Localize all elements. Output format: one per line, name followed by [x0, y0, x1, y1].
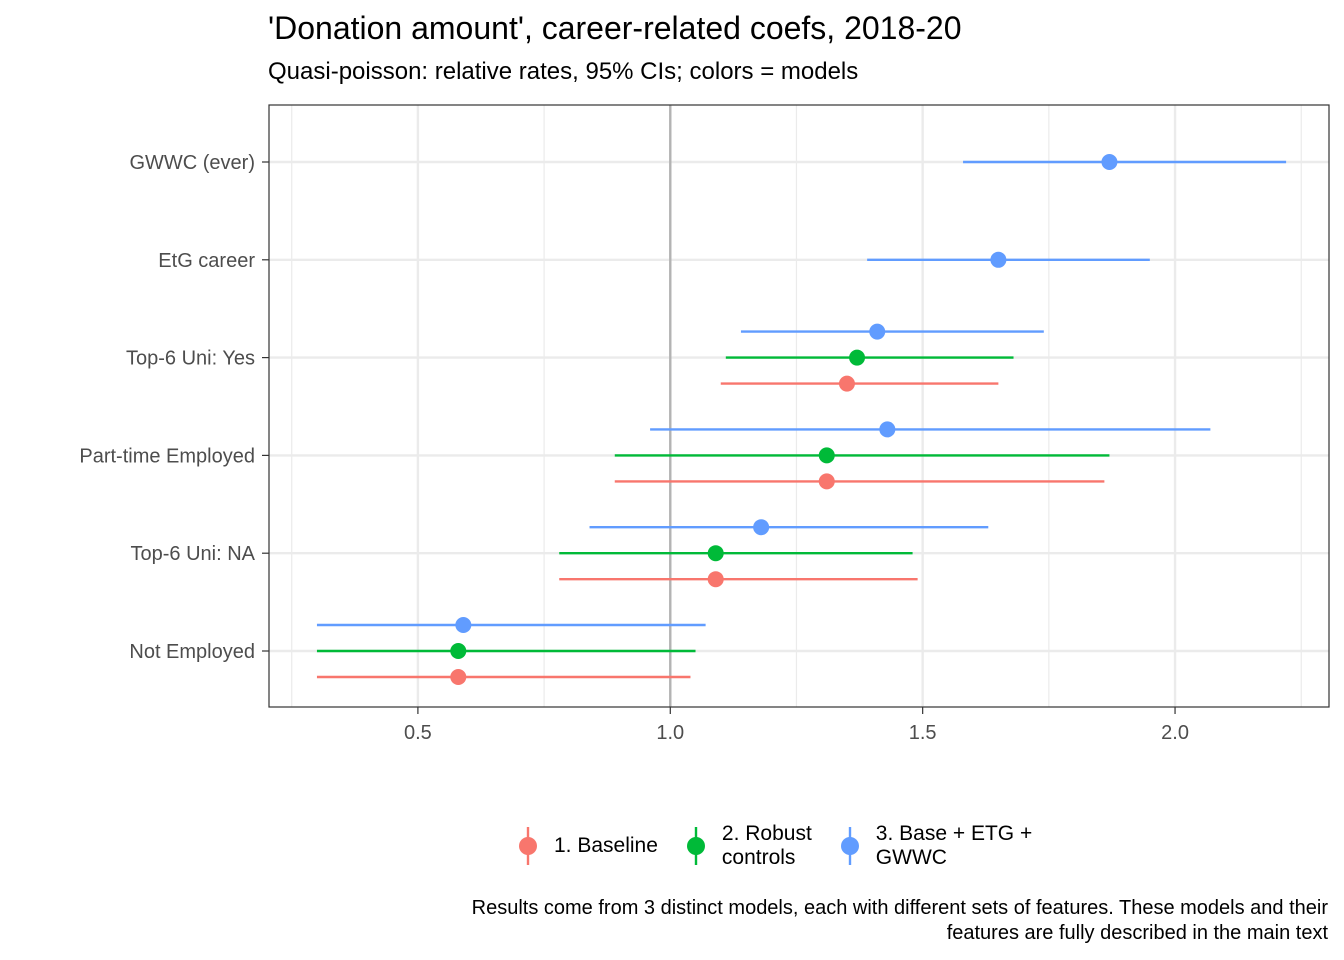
- y-tick-label: Top-6 Uni: Yes: [126, 348, 255, 370]
- plot-panel-background: [269, 105, 1329, 707]
- estimate-point: [990, 251, 1007, 268]
- chart-subtitle: Quasi-poisson: relative rates, 95% CIs; …: [268, 58, 859, 85]
- legend-key-point: [840, 837, 859, 855]
- legend-key: [686, 827, 705, 865]
- estimate-point: [450, 643, 467, 659]
- estimate-point: [1101, 154, 1118, 170]
- estimate-point: [707, 545, 724, 562]
- estimate-point: [849, 349, 866, 366]
- legend-item: 3. Base + ETG + GWWC: [830, 822, 1032, 870]
- y-tick-label: GWWC (ever): [129, 152, 255, 174]
- caption-line-1: Results come from 3 distinct models, eac…: [471, 897, 1328, 919]
- minor-gridlines: [291, 105, 1302, 707]
- chart-caption: Results come from 3 distinct models, eac…: [228, 896, 1328, 946]
- legend-label: 1. Baseline: [554, 834, 658, 857]
- legend-label: 3. Base + ETG + GWWC: [875, 822, 1033, 869]
- estimate-point: [707, 571, 724, 588]
- plot-panel-border: [268, 104, 1330, 708]
- legend-item: 1. Baseline: [508, 823, 658, 869]
- y-axis: GWWC (ever) EtG career Top-6 Uni: Yes Part-…: [79, 152, 269, 663]
- legend-item: 2. Robust controls: [676, 822, 812, 870]
- legend-key: [519, 827, 537, 865]
- x-tick-label: 2.0: [1161, 722, 1189, 744]
- coefficient-plot: GWWC (ever) EtG career Top-6 Uni: Yes Part-…: [79, 104, 1330, 744]
- legend-label: 2. Robust controls: [721, 822, 812, 869]
- y-tick-label: EtG career: [158, 250, 255, 272]
- legend: 1. Baseline 2. Robust controls 3. Base + E…: [508, 822, 1050, 870]
- data-marks: [316, 154, 1287, 685]
- y-tick-label: Part-time Employed: [79, 445, 255, 467]
- legend-key: [840, 827, 859, 865]
- estimate-point: [818, 473, 835, 490]
- estimate-point: [450, 669, 467, 685]
- caption-line-2: features are fully described in the main…: [946, 922, 1328, 944]
- legend-key-point: [519, 837, 537, 855]
- x-tick-label: 1.5: [909, 722, 937, 744]
- estimate-point: [818, 447, 835, 464]
- estimate-point: [869, 323, 886, 340]
- estimate-point: [753, 519, 770, 536]
- x-axis: 0.5 1.0 1.5 2.0: [404, 707, 1189, 744]
- y-tick-label: Top-6 Uni: NA: [131, 543, 256, 565]
- legend-key-point: [686, 837, 705, 855]
- x-tick-label: 0.5: [404, 722, 432, 744]
- chart-title: 'Donation amount', career-related coefs,…: [268, 10, 962, 46]
- y-tick-label: Not Employed: [129, 641, 255, 663]
- estimate-point: [838, 375, 855, 392]
- estimate-point: [455, 617, 472, 633]
- estimate-point: [879, 421, 896, 438]
- x-tick-label: 1.0: [656, 722, 684, 744]
